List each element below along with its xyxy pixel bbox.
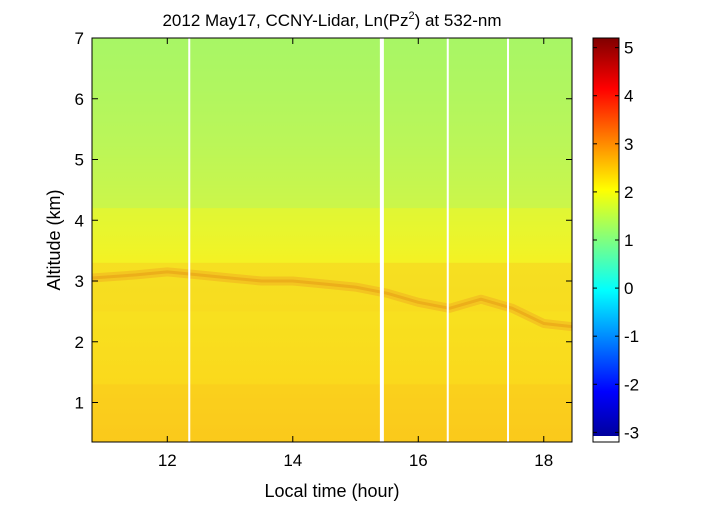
y-tick-label: 3 [75, 272, 84, 291]
colorbar-nodata-swatch [593, 436, 619, 442]
y-axis-label: Altitude (km) [44, 189, 64, 290]
y-tick-label: 7 [75, 29, 84, 48]
colorbar-gradient [593, 38, 619, 442]
colorbar-tick-label: 2 [624, 183, 633, 202]
x-tick-label: 12 [158, 451, 177, 470]
colorbar-tick-label: 3 [624, 135, 633, 154]
y-tick-label: 5 [75, 151, 84, 170]
x-tick-label: 14 [283, 451, 302, 470]
plot-frame [91, 37, 573, 443]
aerosol-layer-4 [92, 38, 572, 209]
data-gap-1 [379, 38, 384, 442]
x-axis-label: Local time (hour) [264, 481, 399, 501]
aerosol-layer-top-line [92, 270, 572, 329]
x-tick-label: 16 [409, 451, 428, 470]
colorbar: -3 -2 -1 0 1 2 3 4 5 [592, 37, 639, 443]
y-tick-label: 4 [75, 211, 84, 230]
y-axis: 1 2 3 4 5 6 7 [75, 29, 572, 413]
x-axis: 12 14 16 18 [158, 38, 553, 470]
colorbar-tick-label: 1 [624, 231, 633, 250]
y-tick-label: 2 [75, 333, 84, 352]
aerosol-layer-0 [92, 384, 572, 442]
y-tick-label: 6 [75, 90, 84, 109]
colorbar-tick-label: -2 [624, 375, 639, 394]
x-tick-label: 18 [534, 451, 553, 470]
y-tick-label: 1 [75, 394, 84, 413]
colorbar-tick-label: -1 [624, 327, 639, 346]
colorbar-tick-label: -3 [624, 423, 639, 442]
data-gap-3 [507, 38, 509, 442]
aerosol-layer-3 [92, 208, 572, 263]
data-gap-2 [446, 38, 449, 442]
heatmap-field [92, 38, 572, 442]
chart-title: 2012 May17, CCNY-Lidar, Ln(Pz2) at 532-n… [162, 10, 501, 30]
data-gap-0 [188, 38, 191, 442]
colorbar-tick-label: 5 [624, 39, 633, 58]
colorbar-tick-label: 4 [624, 87, 633, 106]
aerosol-layer-1 [92, 311, 572, 385]
colorbar-tick-label: 0 [624, 279, 633, 298]
